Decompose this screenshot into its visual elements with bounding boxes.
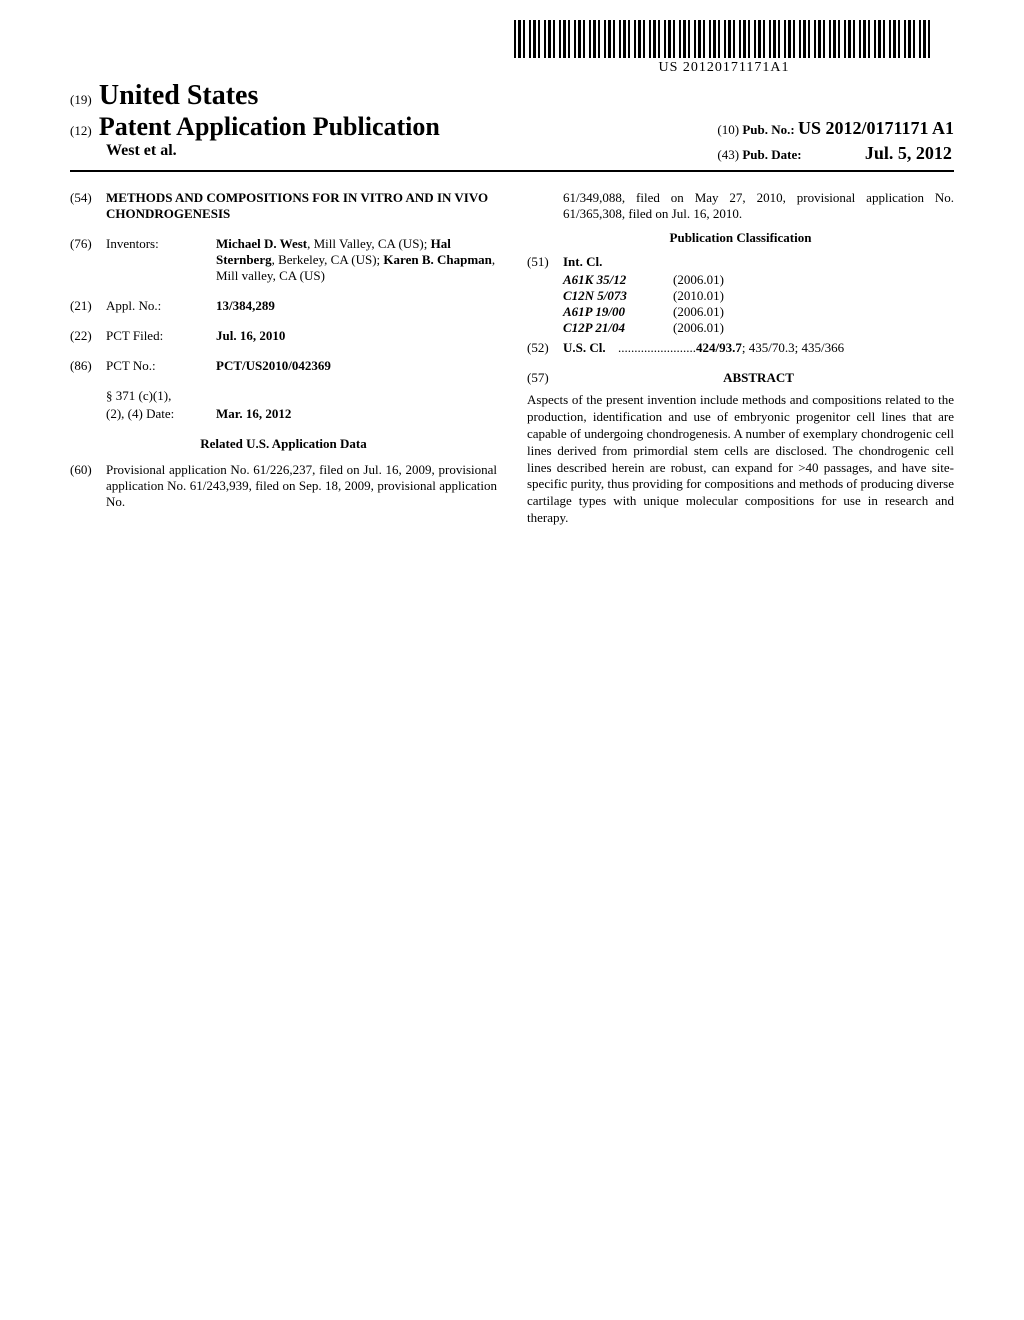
intcl-code-2: A61P 19/00 bbox=[563, 304, 673, 320]
related-header: Related U.S. Application Data bbox=[70, 436, 497, 452]
barcode-graphic bbox=[514, 20, 934, 58]
s371-row-2: (2), (4) Date: Mar. 16, 2012 bbox=[70, 406, 497, 422]
uscl-rest: ; 435/70.3; 435/366 bbox=[742, 340, 844, 356]
header-divider bbox=[70, 170, 954, 172]
intcl-date-2: (2006.01) bbox=[673, 304, 954, 320]
intcl-date-0: (2006.01) bbox=[673, 272, 954, 288]
intcl-code-0: A61K 35/12 bbox=[563, 272, 673, 288]
s371-row-1: § 371 (c)(1), bbox=[70, 388, 497, 404]
applno-num: (21) bbox=[70, 298, 106, 314]
pubdate-label: Pub. Date: bbox=[742, 147, 801, 162]
barcode-label: US 20120171171A1 bbox=[514, 60, 934, 76]
inventors-label: Inventors: bbox=[106, 236, 216, 284]
provisional-cont: 61/349,088, filed on May 27, 2010, provi… bbox=[563, 190, 954, 222]
barcode-region: US 20120171171A1 bbox=[514, 20, 934, 76]
s371-blank-2 bbox=[70, 406, 106, 422]
uscl-num: (52) bbox=[527, 340, 563, 356]
pubno-num: (10) bbox=[717, 122, 739, 137]
uscl-dots: ........................ bbox=[618, 340, 696, 356]
pubno-label: Pub. No.: bbox=[742, 122, 794, 137]
inventor-1-loc: , Mill Valley, CA (US); bbox=[307, 236, 431, 251]
pubdate-value: Jul. 5, 2012 bbox=[865, 143, 952, 163]
intcl-item-0: A61K 35/12 (2006.01) bbox=[527, 272, 954, 288]
inventors-num: (76) bbox=[70, 236, 106, 284]
header-right: (10) Pub. No.: US 2012/0171171 A1 (43) P… bbox=[717, 118, 954, 164]
pctfiled-row: (22) PCT Filed: Jul. 16, 2010 bbox=[70, 328, 497, 344]
content: (54) METHODS AND COMPOSITIONS FOR IN VIT… bbox=[70, 190, 954, 527]
abstract-num: (57) bbox=[527, 370, 563, 386]
provisional-num: (60) bbox=[70, 462, 106, 510]
pubdate-num: (43) bbox=[717, 147, 739, 162]
right-column: 61/349,088, filed on May 27, 2010, provi… bbox=[527, 190, 954, 527]
intcl-date-3: (2006.01) bbox=[673, 320, 954, 336]
abstract-header-row: (57) ABSTRACT bbox=[527, 370, 954, 386]
intcl-num: (51) bbox=[527, 254, 563, 270]
pubno-value: US 2012/0171171 A1 bbox=[798, 118, 954, 138]
pctno-row: (86) PCT No.: PCT/US2010/042369 bbox=[70, 358, 497, 374]
intcl-label: Int. Cl. bbox=[563, 254, 602, 270]
inventor-1: Michael D. West bbox=[216, 236, 307, 251]
applno-label: Appl. No.: bbox=[106, 298, 216, 314]
inventors-row: (76) Inventors: Michael D. West, Mill Va… bbox=[70, 236, 497, 284]
applno-row: (21) Appl. No.: 13/384,289 bbox=[70, 298, 497, 314]
pubclass-header: Publication Classification bbox=[527, 230, 954, 246]
provisional-row: (60) Provisional application No. 61/226,… bbox=[70, 462, 497, 510]
uscl-row: (52) U.S. Cl. ........................ 4… bbox=[527, 340, 954, 356]
pub-type-num: (12) bbox=[70, 123, 92, 138]
pctfiled-num: (22) bbox=[70, 328, 106, 344]
inventors-value: Michael D. West, Mill Valley, CA (US); H… bbox=[216, 236, 497, 284]
intcl-code-1: C12N 5/073 bbox=[563, 288, 673, 304]
abstract-text: Aspects of the present invention include… bbox=[527, 392, 954, 527]
title-row: (54) METHODS AND COMPOSITIONS FOR IN VIT… bbox=[70, 190, 497, 222]
s371-blank bbox=[70, 388, 106, 404]
pctno-value: PCT/US2010/042369 bbox=[216, 358, 497, 374]
title-num: (54) bbox=[70, 190, 106, 222]
invention-title: METHODS AND COMPOSITIONS FOR IN VITRO AN… bbox=[106, 190, 497, 222]
inventor-3: Karen B. Chapman bbox=[383, 252, 491, 267]
country-name: United States bbox=[99, 80, 258, 111]
intcl-code-3: C12P 21/04 bbox=[563, 320, 673, 336]
provisional-text: Provisional application No. 61/226,237, … bbox=[106, 462, 497, 510]
s371-date-label: (2), (4) Date: bbox=[106, 406, 216, 422]
pub-type-title: Patent Application Publication bbox=[99, 112, 440, 141]
pctfiled-value: Jul. 16, 2010 bbox=[216, 328, 497, 344]
pctfiled-label: PCT Filed: bbox=[106, 328, 216, 344]
header: (19) United States (12) Patent Applicati… bbox=[70, 80, 954, 172]
uscl-bold: 424/93.7 bbox=[696, 340, 742, 356]
country-num: (19) bbox=[70, 92, 92, 107]
intcl-item-2: A61P 19/00 (2006.01) bbox=[527, 304, 954, 320]
intcl-item-3: C12P 21/04 (2006.01) bbox=[527, 320, 954, 336]
left-column: (54) METHODS AND COMPOSITIONS FOR IN VIT… bbox=[70, 190, 497, 527]
applno-value: 13/384,289 bbox=[216, 298, 497, 314]
pctno-label: PCT No.: bbox=[106, 358, 216, 374]
s371-label-1: § 371 (c)(1), bbox=[106, 388, 216, 404]
intcl-row: (51) Int. Cl. bbox=[527, 254, 954, 270]
intcl-item-1: C12N 5/073 (2010.01) bbox=[527, 288, 954, 304]
abstract-label: ABSTRACT bbox=[563, 370, 954, 386]
uscl-label: U.S. Cl. bbox=[563, 340, 618, 356]
s371-date-value: Mar. 16, 2012 bbox=[216, 406, 497, 422]
intcl-date-1: (2010.01) bbox=[673, 288, 954, 304]
pctno-num: (86) bbox=[70, 358, 106, 374]
inventor-2-loc: , Berkeley, CA (US); bbox=[272, 252, 384, 267]
